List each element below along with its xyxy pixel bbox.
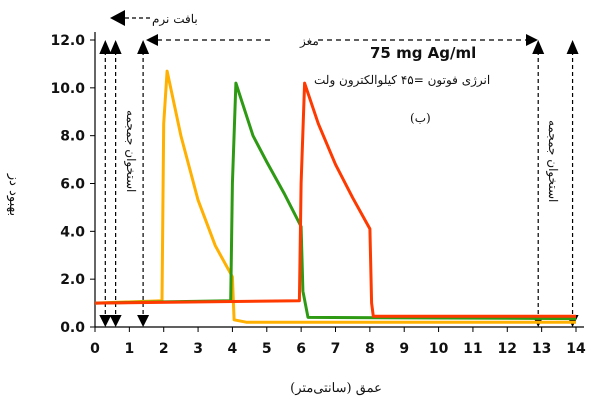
- boundary-marker-arrow-top: [532, 40, 545, 54]
- series-line-2: [94, 81, 577, 321]
- x-tick-label: 10: [429, 341, 449, 357]
- concentration-label: 75 mg Ag/ml: [370, 44, 476, 62]
- skull-left-label: استخوان جمجمه: [124, 110, 138, 192]
- x-tick-label: 0: [90, 341, 100, 357]
- y-tick-label: 6.0: [60, 177, 85, 193]
- x-axis-title: عمق (سانتی‌متر): [290, 381, 382, 396]
- x-tick-label: 8: [365, 341, 375, 357]
- x-tick-label: 14: [566, 341, 586, 357]
- soft-tissue-label: بافت نرم: [152, 12, 198, 26]
- panel-label: (ب): [410, 111, 431, 125]
- x-tick-label: 1: [124, 341, 134, 357]
- y-tick-label: 2.0: [60, 272, 85, 288]
- skull-right-label: استخوان جمجمه: [546, 120, 560, 202]
- x-tick-label: 2: [159, 341, 169, 357]
- x-tick-label: 11: [463, 341, 482, 357]
- x-tick-label: 12: [498, 341, 517, 357]
- boundary-marker-arrow-top: [109, 40, 122, 54]
- series-lines: [94, 69, 577, 324]
- y-tick-label: 12.0: [50, 33, 85, 49]
- y-axis-title: بهبود دز: [6, 173, 21, 216]
- tick-labels: 0.02.04.06.08.010.012.00 1 2 3 4 5 6 7 8 9 10 11 12 1…: [50, 33, 586, 357]
- x-tick-label: 4: [228, 341, 238, 357]
- series-line-3: [94, 81, 576, 318]
- boundary-marker-arrow-top: [137, 40, 150, 54]
- y-tick-label: 4.0: [60, 224, 85, 240]
- x-tick-label: 9: [399, 341, 409, 357]
- vertical-markers: [99, 40, 579, 327]
- y-tick-label: 8.0: [60, 129, 85, 145]
- x-tick-label: 6: [296, 341, 306, 357]
- series-line-1: [94, 69, 576, 324]
- x-tick-label: 3: [193, 341, 203, 357]
- boundary-marker-arrow-bottom: [109, 315, 122, 327]
- y-tick-label: 0.0: [60, 320, 85, 336]
- boundary-marker-arrow-top: [566, 40, 579, 54]
- boundary-marker-arrow-top: [99, 40, 112, 54]
- soft-tissue-arrowhead: [110, 10, 125, 26]
- boundary-marker-arrow-bottom: [99, 315, 112, 327]
- x-tick-label: 5: [262, 341, 272, 357]
- x-tick-label: 7: [331, 341, 341, 357]
- boundary-marker-arrow-bottom: [137, 315, 150, 327]
- axes: [90, 32, 584, 332]
- x-tick-label: 13: [532, 341, 551, 357]
- y-tick-label: 10.0: [50, 81, 85, 97]
- annotations: بافت نرم مغز 75 mg Ag/ml انرژی فوتون =۴۵…: [110, 10, 560, 202]
- brain-label: مغز: [299, 34, 319, 48]
- photon-energy-label: انرژی فوتون =۴۵ کیلوالکترون ولت: [314, 73, 490, 87]
